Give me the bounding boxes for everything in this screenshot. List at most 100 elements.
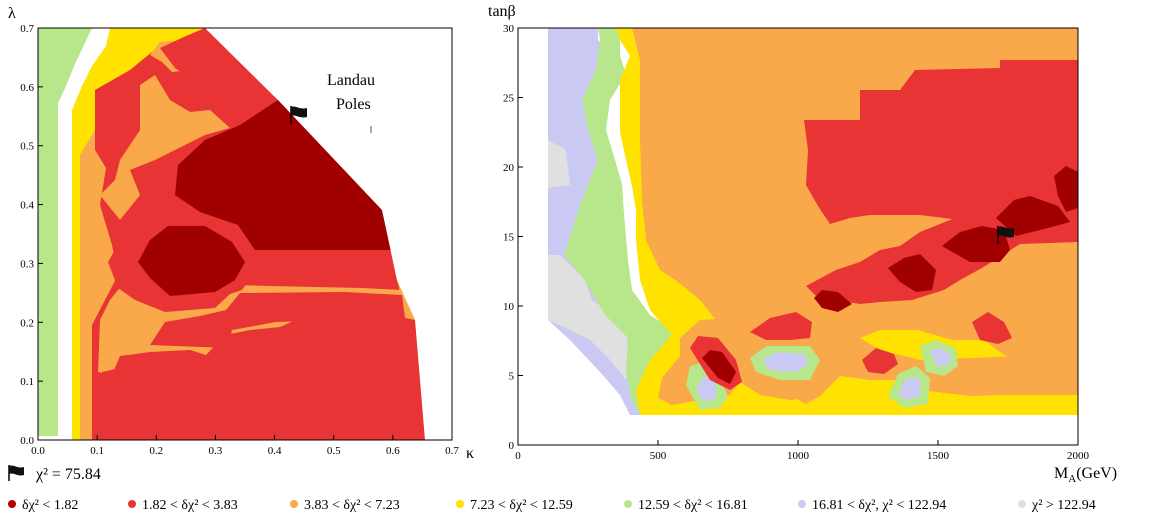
- legend-item: 16.81 < δχ², χ² < 122.94: [798, 498, 946, 513]
- legend-swatch: [1018, 500, 1026, 508]
- left-y-tick-label: 0.7: [20, 23, 34, 35]
- legend-item: 7.23 < δχ² < 12.59: [456, 498, 573, 513]
- right-plot-area: [518, 28, 1078, 445]
- right-island-orange-small: [784, 380, 820, 404]
- legend-swatch: [798, 500, 806, 508]
- left-x-tick-label: 0.4: [268, 445, 282, 457]
- right-region-green: [564, 28, 710, 415]
- legend-item: δχ² < 1.82: [8, 498, 78, 513]
- left-region-red-2: [102, 368, 425, 440]
- left-x-tick-label: 0.2: [149, 445, 163, 457]
- left-region-red-3: [150, 292, 405, 348]
- legend-swatch: [456, 500, 464, 508]
- left-bottom-strip: [38, 436, 72, 440]
- right-island-lavender-2: [762, 352, 808, 372]
- left-x-tick-label: 0.0: [31, 445, 45, 457]
- legend-item: 12.59 < δχ² < 16.81: [624, 498, 748, 513]
- right-y-ticks: 0 5 10 15 20 25 30: [503, 23, 523, 452]
- left-plot-area: [38, 28, 452, 440]
- legend-item: 3.83 < δχ² < 7.23: [290, 498, 400, 513]
- left-region-darkred-2: [138, 226, 245, 296]
- left-panel: 0.0 0.1 0.2 0.3 0.4 0.5 0.6 0.7 0.0 0.1 0.2 0.3 0.4…: [8, 5, 474, 462]
- legend-label: 7.23 < δχ² < 12.59: [470, 498, 573, 513]
- right-x-tick-label: 1000: [787, 450, 810, 462]
- right-y-axis-label: tanβ: [488, 3, 516, 20]
- right-y-tick-label: 30: [503, 23, 515, 35]
- left-x-tick-label: 0.6: [386, 445, 400, 457]
- legend-label: 3.83 < δχ² < 7.23: [304, 498, 400, 513]
- legend-label: 16.81 < δχ², χ² < 122.94: [812, 498, 946, 513]
- right-best-fit-flag-icon: [997, 226, 1014, 244]
- legend-item: 1.82 < δχ² < 3.83: [128, 498, 238, 513]
- landau-label-line1: Landau: [327, 72, 375, 89]
- left-x-axis-label: κ: [466, 445, 474, 462]
- right-y-tick-label: 0: [509, 440, 515, 452]
- right-island-lavender-3: [898, 378, 920, 400]
- legend-swatch: [8, 500, 16, 508]
- right-region-red-5: [862, 348, 898, 374]
- right-region-darkred-3: [888, 254, 936, 292]
- right-x-ticks: 0 500 1000 1500 2000: [515, 440, 1090, 462]
- left-region-orange-cut-2: [100, 75, 230, 220]
- left-x-tick-label: 0.3: [209, 445, 223, 457]
- left-x-tick-label: 0.1: [90, 445, 104, 457]
- right-region-darkred-2: [814, 290, 852, 312]
- landau-label-line2: Poles: [336, 96, 371, 113]
- left-region-darkred-1: [175, 100, 392, 250]
- right-region-red-3: [750, 312, 812, 340]
- left-region-green: [38, 28, 92, 440]
- right-y-tick-label: 10: [503, 301, 515, 313]
- right-y-tick-label: 25: [503, 93, 515, 105]
- legend-swatch: [624, 500, 632, 508]
- legend-swatch: [290, 500, 298, 508]
- left-plot-frame: [37, 27, 453, 441]
- left-y-ticks: 0.0 0.1 0.2 0.3 0.4 0.5 0.6 0.7: [20, 23, 43, 447]
- right-region-bottom-white: [518, 415, 1078, 445]
- legend-label: δχ² < 1.82: [22, 498, 78, 513]
- left-best-fit-flag-icon: [290, 106, 307, 124]
- left-landau-mask: [205, 28, 452, 440]
- left-y-tick-label: 0.5: [20, 141, 34, 153]
- legend-label: 12.59 < δχ² < 16.81: [638, 498, 748, 513]
- right-y-tick-label: 20: [503, 162, 515, 174]
- left-y-tick-label: 0.1: [20, 376, 34, 388]
- legend-label: χ² > 122.94: [1031, 498, 1096, 513]
- flag-icon: [8, 465, 24, 481]
- left-y-tick-label: 0.0: [20, 435, 34, 447]
- right-region-grey: [548, 255, 630, 380]
- right-y-tick-label: 5: [509, 371, 515, 383]
- left-x-ticks: 0.0 0.1 0.2 0.3 0.4 0.5 0.6 0.7: [31, 435, 459, 457]
- right-panel: 0 500 1000 1500 2000 0 5 10 15 20 25 30 tanβ MA(Ge…: [488, 3, 1117, 485]
- right-y-tick-label: 15: [503, 232, 515, 244]
- legend-label: 1.82 < δχ² < 3.83: [142, 498, 238, 513]
- right-x-tick-label: 2000: [1067, 450, 1090, 462]
- left-y-axis-label: λ: [8, 5, 16, 22]
- legend: δχ² < 1.82 1.82 < δχ² < 3.83 3.83 < δχ² < …: [8, 498, 1096, 513]
- left-x-tick-label: 0.7: [445, 445, 459, 457]
- right-island-lavender-1: [696, 375, 716, 402]
- right-region-grey-2: [548, 140, 570, 188]
- right-x-tick-label: 0: [515, 450, 521, 462]
- legend-item: χ² > 122.94: [1018, 498, 1096, 513]
- right-region-darkred-6: [1054, 166, 1078, 212]
- left-region-red-6: [160, 28, 300, 125]
- left-y-tick-label: 0.4: [20, 200, 34, 212]
- right-x-tick-label: 500: [650, 450, 667, 462]
- right-x-axis-label: MA(GeV): [1054, 465, 1117, 485]
- right-island-lavender-4: [930, 348, 952, 366]
- right-x-tick-label: 1500: [927, 450, 950, 462]
- right-region-darkred-4: [942, 226, 1010, 262]
- legend-swatch: [128, 500, 136, 508]
- left-x-tick-label: 0.5: [327, 445, 341, 457]
- right-region-left-white: [518, 28, 630, 415]
- chi-square-text: χ² = 75.84: [35, 466, 101, 483]
- right-region-red-6: [972, 312, 1012, 344]
- left-y-tick-label: 0.2: [20, 317, 34, 329]
- left-y-tick-label: 0.6: [20, 82, 34, 94]
- left-y-tick-label: 0.3: [20, 258, 34, 270]
- right-region-red-1: [804, 60, 1078, 240]
- chi-square-label: χ² = 75.84: [8, 465, 101, 483]
- right-region-darkred-1: [702, 350, 736, 384]
- right-region-darkred-5: [996, 196, 1070, 236]
